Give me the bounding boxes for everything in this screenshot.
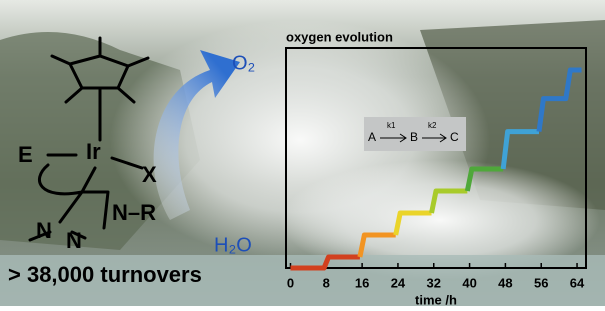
ligand-x: X bbox=[142, 162, 157, 187]
x-tick-label: 0 bbox=[287, 275, 294, 290]
x-tick-label: 24 bbox=[391, 275, 406, 290]
x-tick-label: 56 bbox=[534, 275, 548, 290]
x-tick-label: 8 bbox=[323, 275, 330, 290]
chart-title: oxygen evolution bbox=[286, 29, 393, 44]
scheme-k1: k1 bbox=[387, 121, 396, 130]
x-tick-label: 40 bbox=[462, 275, 476, 290]
x-tick-label: 16 bbox=[355, 275, 369, 290]
h2o: H₂O bbox=[214, 234, 252, 256]
scheme-a: A bbox=[368, 130, 376, 144]
o2: O₂ bbox=[232, 52, 255, 74]
metal: Ir bbox=[86, 139, 101, 164]
x-tick-label: 64 bbox=[570, 275, 585, 290]
turnovers: > 38,000 turnovers bbox=[8, 262, 202, 287]
n1: N bbox=[36, 218, 52, 243]
n2: N bbox=[66, 228, 82, 253]
ligand-e: E bbox=[18, 142, 33, 167]
x-axis-label: time /h bbox=[415, 292, 457, 306]
nr: N–R bbox=[112, 200, 156, 225]
scheme-b: B bbox=[410, 130, 418, 144]
x-tick-label: 32 bbox=[427, 275, 441, 290]
scheme-k2: k2 bbox=[428, 121, 437, 130]
x-tick-label: 48 bbox=[498, 275, 512, 290]
scheme-c: C bbox=[450, 130, 459, 144]
graphic: Ir E X N–R N N O₂ H₂O > 38,000 turnovers… bbox=[0, 0, 605, 306]
